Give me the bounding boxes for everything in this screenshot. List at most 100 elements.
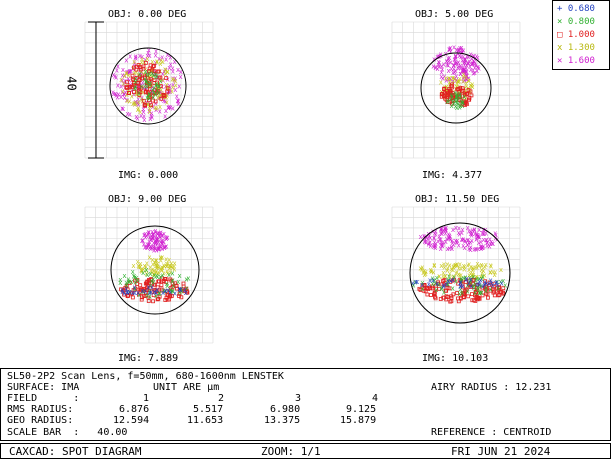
spot-mark: x [152, 267, 156, 275]
spot-mark: x [445, 267, 449, 275]
spot-mark: x [157, 269, 161, 277]
spot-mark [137, 292, 141, 297]
spot-mark [480, 293, 485, 298]
spot-mark: x [476, 286, 480, 294]
spot-mark: x [448, 95, 452, 103]
spot-mark [125, 287, 130, 292]
spot-mark: x [170, 287, 174, 295]
spot-mark: x [158, 230, 162, 238]
spot-mark: x [133, 100, 137, 108]
spot-mark: x [157, 81, 161, 89]
spot-mark: x [444, 87, 448, 95]
spot-mark: x [467, 77, 471, 85]
spot-mark: x [445, 280, 449, 288]
airy-radius: AIRY RADIUS : 12.231 [431, 382, 552, 393]
spot-mark: x [437, 281, 441, 289]
spot-mark: x [157, 245, 161, 253]
spot-mark: x [469, 275, 473, 283]
spot-mark: x [460, 57, 464, 65]
spot-mark: x [454, 54, 458, 62]
spot-mark: x [126, 75, 130, 83]
spot-mark: x [453, 67, 457, 75]
spot-mark: x [116, 90, 120, 98]
spot-mark: x [499, 266, 503, 274]
spot-mark: x [149, 245, 153, 253]
spot-mark: x [474, 273, 478, 281]
spot-mark: x [165, 267, 169, 275]
spot-mark: x [414, 278, 418, 286]
spot-mark: x [172, 265, 176, 273]
spot-mark: x [443, 224, 447, 232]
wavelength-legend: + 0.680 × 0.800 □ 1.000 x 1.300 ✕ 1.600 [552, 0, 610, 70]
spot-mark [433, 294, 437, 299]
spot-mark: x [449, 65, 453, 73]
spot-mark: x [145, 271, 149, 279]
spot-mark: x [130, 87, 134, 95]
spot-mark: x [150, 114, 154, 122]
spot-mark: x [146, 242, 150, 250]
spot-mark: x [494, 231, 498, 239]
spot-mark [131, 77, 136, 82]
spot-mark [127, 281, 132, 285]
spot-mark [161, 93, 166, 98]
spot-mark: x [123, 72, 127, 80]
spot-mark: x [464, 75, 468, 83]
spot-mark [143, 90, 148, 95]
spot-mark: x [460, 226, 464, 234]
scale-bar-info: SCALE BAR : 40.00 [7, 427, 128, 438]
spot-mark: x [153, 227, 157, 235]
spot-mark: x [436, 53, 440, 61]
spot-mark [130, 73, 135, 78]
spot-mark: x [451, 226, 455, 234]
spot-mark: x [137, 291, 141, 299]
spot-mark: x [475, 54, 479, 62]
spot-mark: x [113, 72, 117, 80]
spot-mark: x [166, 287, 170, 295]
spot-mark: x [147, 83, 151, 91]
spot-mark: x [167, 271, 171, 279]
spot-mark: x [455, 59, 459, 67]
spot-mark: x [447, 54, 451, 62]
spot-mark [164, 76, 169, 81]
spot-mark: x [165, 234, 169, 242]
spot-mark [492, 281, 497, 286]
spot-mark: x [155, 272, 159, 280]
spot-mark: x [165, 263, 169, 271]
spot-mark [138, 65, 142, 69]
spot-mark [487, 283, 492, 287]
spot-mark: x [151, 94, 155, 102]
spot-mark: x [442, 264, 446, 272]
spot-mark: x [468, 278, 472, 286]
spot-mark: x [144, 266, 148, 274]
spot-mark: x [481, 230, 485, 238]
spot-mark: x [458, 75, 462, 83]
spot-mark: x [451, 69, 455, 77]
spot-mark: x [168, 288, 172, 296]
spot-mark: x [452, 56, 456, 64]
spot-mark: x [157, 244, 161, 252]
spot-mark: x [455, 237, 459, 245]
spot-mark [182, 289, 187, 293]
spot-mark: x [442, 260, 446, 268]
spot-mark: x [158, 254, 162, 262]
spot-mark [477, 296, 482, 301]
spot-mark: x [439, 227, 443, 235]
spot-mark: x [142, 116, 146, 124]
spot-mark: x [432, 234, 436, 242]
spot-mark: x [114, 91, 118, 99]
spot-mark: x [422, 271, 426, 279]
spot-mark: x [480, 229, 484, 237]
spot-mark [132, 90, 136, 94]
spot-mark [127, 91, 131, 95]
spot-mark: x [172, 76, 176, 84]
spot-mark: x [488, 285, 492, 293]
spot-mark [442, 87, 446, 92]
spot-mark: x [165, 234, 169, 242]
panel-4-obj-label: OBJ: 11.50 DEG [415, 194, 500, 205]
spot-mark: x [453, 53, 457, 61]
spot-mark: x [171, 288, 175, 296]
spot-mark: x [147, 46, 151, 54]
spot-mark: x [451, 263, 455, 271]
spot-mark [133, 278, 137, 283]
spot-mark: x [151, 260, 155, 268]
